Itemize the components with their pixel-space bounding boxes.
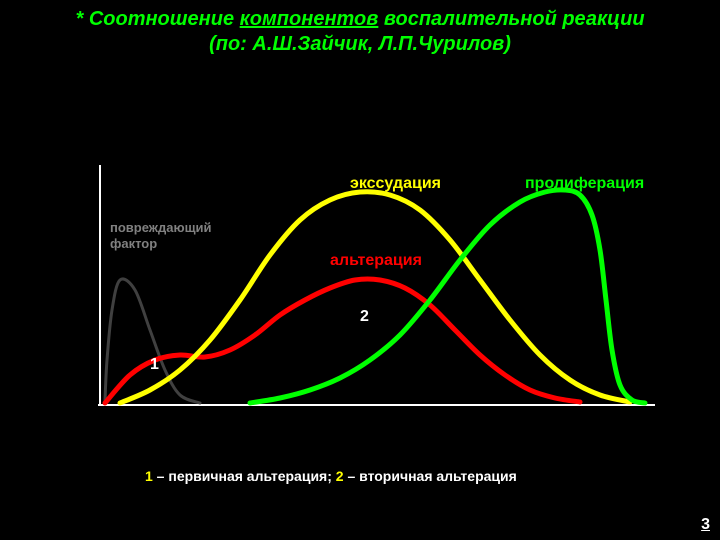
label-damage_factor: повреждающий [110, 220, 212, 235]
title-underlined: компонентов [240, 8, 379, 30]
curve-alteration [105, 279, 580, 403]
title-post: воспалительной реакции [378, 8, 644, 30]
chart: повреждающийфактор альтерация 1 2 экссудация… [80, 160, 660, 420]
caption-part: – вторичная альтерация [344, 468, 517, 484]
chart-svg: повреждающийфактор альтерация 1 2 экссудация… [80, 160, 660, 420]
label-damage_factor: фактор [110, 236, 157, 251]
slide-subtitle: (по: А.Ш.Зайчик, Л.П.Чурилов) [0, 33, 720, 56]
caption-part: 1 [145, 468, 153, 484]
label-alteration: альтерация [330, 252, 422, 269]
caption-part: 2 [336, 468, 344, 484]
num-1: 1 [150, 356, 159, 373]
label-proliferation: пролиферация [525, 175, 644, 192]
caption: 1 – первичная альтерация; 2 – вторичная … [145, 468, 517, 484]
slide-title: * Соотношение компонентов воспалительной… [0, 0, 720, 33]
title-asterisk: * [75, 8, 83, 30]
label-exsudation: экссудация [350, 175, 441, 192]
page-number: 3 [701, 516, 710, 534]
title-pre: Соотношение [89, 8, 240, 30]
num-2: 2 [360, 308, 369, 325]
caption-part: – первичная альтерация; [153, 468, 336, 484]
